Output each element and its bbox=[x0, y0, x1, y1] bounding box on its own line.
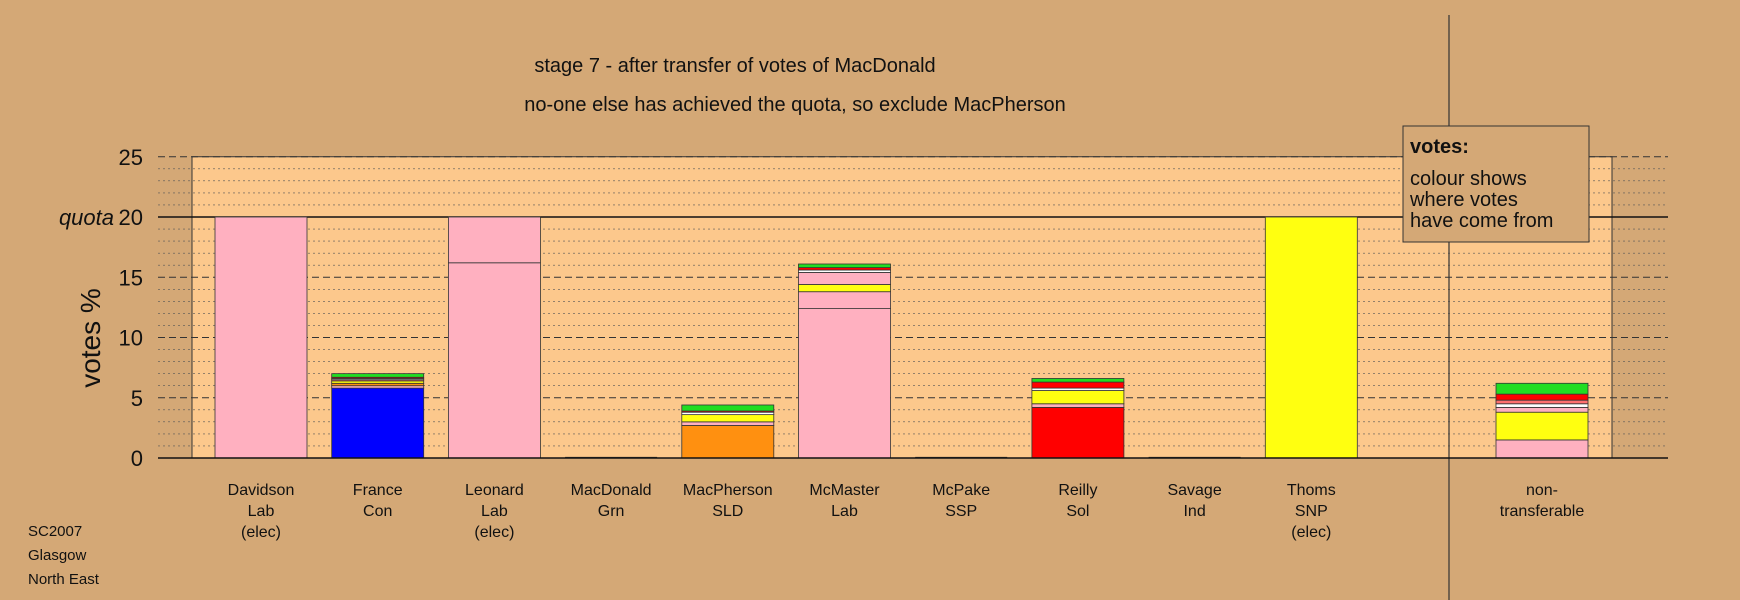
x-tick-label: Grn bbox=[598, 503, 625, 520]
x-tick-label: Sol bbox=[1066, 503, 1089, 520]
x-tick-label: Thoms bbox=[1287, 482, 1336, 499]
plot-margin-right bbox=[1612, 156, 1668, 458]
x-tick-label: Leonard bbox=[465, 482, 524, 499]
y-axis-label: votes % bbox=[75, 288, 106, 388]
bars bbox=[214, 216, 1589, 459]
x-tick-label: France bbox=[353, 482, 403, 499]
x-tick-label: (elec) bbox=[474, 524, 514, 541]
bar-segment bbox=[1031, 390, 1125, 405]
bar-segment bbox=[798, 308, 891, 459]
bar-segment bbox=[1264, 216, 1358, 459]
y-tick-label: 10 bbox=[119, 326, 143, 351]
bar-segment bbox=[1495, 403, 1589, 408]
bar-segment bbox=[1495, 399, 1589, 405]
bar-segment bbox=[1031, 381, 1125, 389]
x-tick-label: SSP bbox=[945, 503, 977, 520]
y-tick-label: 15 bbox=[119, 265, 143, 290]
x-tick-label: McPake bbox=[932, 482, 990, 499]
bar-segment bbox=[447, 262, 541, 459]
chart-subtitle: no-one else has achieved the quota, so e… bbox=[524, 94, 1065, 116]
legend-line-3: have come from bbox=[1410, 210, 1553, 232]
x-tick-label: SLD bbox=[712, 503, 743, 520]
y-tick-label: 5 bbox=[131, 386, 143, 411]
footer-line-3: North East bbox=[28, 571, 100, 588]
x-tick-label: Con bbox=[363, 503, 392, 520]
footer-line-2: Glasgow bbox=[28, 547, 87, 564]
chart-background-layer bbox=[158, 156, 1668, 459]
x-tick-label: MacDonald bbox=[571, 482, 652, 499]
footer: SC2007 Glasgow North East bbox=[28, 523, 100, 588]
plot-area bbox=[191, 156, 1613, 459]
bar-segment bbox=[1031, 403, 1125, 408]
bar-segment bbox=[681, 404, 775, 412]
y-tick-label: 25 bbox=[119, 145, 143, 170]
x-tick-label: (elec) bbox=[1291, 524, 1331, 541]
bar-segment bbox=[447, 216, 541, 264]
axes: 0 5 10 15 20 25 quota Davidson Lab (elec) France Co… bbox=[59, 15, 1668, 600]
x-tick-label: Lab bbox=[831, 503, 858, 520]
x-tick-label: Davidson bbox=[228, 482, 295, 499]
bar-segment bbox=[1031, 378, 1125, 383]
bar-segment bbox=[1495, 382, 1589, 395]
x-tick-label: SNP bbox=[1295, 503, 1328, 520]
x-tick-label: MacPherson bbox=[683, 482, 773, 499]
x-tick-label: McMaster bbox=[809, 482, 880, 499]
y-tick-label: 0 bbox=[131, 446, 143, 471]
x-tick-label: Savage bbox=[1167, 482, 1221, 499]
plot-margin-left bbox=[158, 156, 192, 458]
bar-segment bbox=[331, 387, 425, 459]
bar-segment bbox=[798, 263, 891, 269]
bar-segment bbox=[214, 216, 308, 459]
bar-segment bbox=[1031, 406, 1125, 459]
bar-segment bbox=[1495, 411, 1589, 441]
bar-segment bbox=[798, 284, 891, 293]
y-tick-label: 20 bbox=[119, 205, 143, 230]
x-tick-label: Lab bbox=[481, 503, 508, 520]
x-tick-label: non- bbox=[1526, 482, 1558, 499]
x-tick-label: transferable bbox=[1500, 503, 1585, 520]
bar-segment bbox=[1495, 439, 1589, 459]
x-tick-label: Reilly bbox=[1058, 482, 1097, 499]
legend-heading: votes: bbox=[1410, 136, 1469, 158]
bar-segment bbox=[798, 272, 891, 285]
x-tick-label: (elec) bbox=[241, 524, 281, 541]
bar-segment bbox=[798, 291, 891, 309]
footer-line-1: SC2007 bbox=[28, 523, 82, 540]
bar-segment bbox=[1495, 393, 1589, 401]
x-tick-label: Lab bbox=[248, 503, 275, 520]
chart-title: stage 7 - after transfer of votes of Mac… bbox=[534, 55, 935, 77]
legend-box: votes: colour shows where votes have com… bbox=[1402, 125, 1590, 243]
legend-frame bbox=[1402, 125, 1590, 243]
legend-line-1: colour shows bbox=[1410, 168, 1527, 190]
legend-line-2: where votes bbox=[1409, 189, 1518, 211]
bar-segment bbox=[331, 373, 425, 378]
x-tick-label: Ind bbox=[1183, 503, 1205, 520]
bar-segment bbox=[1495, 406, 1589, 413]
bar-segment bbox=[681, 425, 775, 459]
bar-segment bbox=[681, 414, 775, 423]
bar-segment bbox=[681, 421, 775, 426]
quota-label: quota bbox=[59, 205, 114, 230]
